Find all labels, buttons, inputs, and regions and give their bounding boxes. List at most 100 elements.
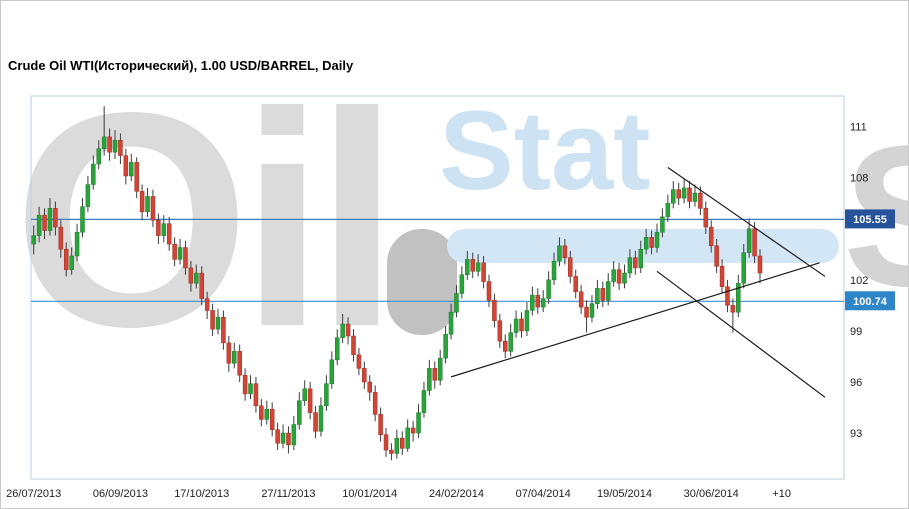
x-axis-label: 30/06/2014 [684,488,739,500]
candle-body [269,408,275,430]
candle-body [226,342,232,364]
candle-body [757,255,763,274]
candle-body [356,354,362,369]
candle-body [687,187,692,202]
candle-body [291,424,297,446]
candle-body [584,306,589,318]
candle-body [719,265,725,287]
candle-body [139,191,145,213]
x-axis-label: 27/11/2013 [261,488,315,500]
candle-body [665,202,671,218]
candle-body [654,231,660,248]
y-axis-label: 102 [850,275,868,287]
candle-body [101,136,107,150]
candle-body [692,192,698,202]
candle-body [118,140,123,156]
candle-body [80,206,85,233]
candle-body [416,412,421,434]
candle-body [746,228,752,253]
candle-body [627,257,633,274]
candle-body [324,383,329,407]
candle-body [340,323,345,338]
candle-body [551,260,557,281]
x-axis-label: +10 [772,488,791,500]
trend-line[interactable] [667,167,826,277]
candle-body [297,400,302,425]
candle-body [96,148,101,165]
candle-body [481,262,486,282]
candle-body [470,259,475,272]
candle-body [486,281,492,301]
candle-body [47,208,53,231]
svg-text:100.74: 100.74 [853,296,888,308]
candle-body [519,318,524,332]
candle-body [524,310,530,332]
candle-body [643,237,649,250]
candle-body [752,228,757,257]
x-axis-label: 17/10/2013 [174,488,229,500]
y-axis-label: 96 [850,377,862,389]
watermark-stat-text: Stat [439,88,651,213]
trend-line[interactable] [450,262,820,378]
candle-body [253,383,259,407]
candle-body [568,257,573,277]
candle-body [513,318,519,333]
candle-body [275,429,280,444]
candle-body [145,196,150,213]
candle-body [530,294,535,311]
candle-body [725,286,730,306]
x-axis-label: 19/05/2014 [597,488,652,500]
candle-body [329,359,335,384]
trend-line[interactable] [656,270,826,398]
candle-body [177,247,183,260]
candle-body [129,162,134,177]
candle-body [660,216,665,233]
candle-body [703,208,709,228]
candle-body [573,276,578,293]
candle-body [194,272,199,284]
candle-body [508,332,513,352]
candle-body [286,432,291,446]
candle-body [578,291,584,308]
candle-body [221,317,226,344]
candle-body [199,272,204,299]
candle-body [378,414,383,435]
candle-body [405,427,410,449]
plot-frame [30,95,845,480]
candle-body [307,388,313,413]
candle-body [232,351,237,364]
candle-body [671,189,676,204]
x-axis-label: 10/01/2014 [342,488,397,500]
candle-body [448,311,454,335]
candle-body [595,288,600,304]
price-badge[interactable]: 105.55 [845,209,895,229]
chart-title: Crude Oil WTI(Исторический), 1.00 USD/BA… [8,58,354,73]
candle-body [437,357,443,381]
candle-body [172,243,177,260]
candle-body [443,334,448,359]
candle-body [389,449,394,454]
candle-body [210,310,215,330]
price-badge[interactable]: 100.74 [845,291,895,311]
candle-body [74,231,80,257]
candle-body [698,192,703,209]
candle-body [351,335,356,355]
candle-body [633,257,638,269]
candle-body [454,293,459,313]
candle-body [681,187,687,199]
candle-body [400,437,405,449]
candle-body [188,267,194,284]
candle-body [611,269,616,282]
candle-body [605,281,611,301]
candle-body [714,245,719,267]
candle-body [362,368,367,383]
candle-body [166,223,172,245]
candle-body [616,269,622,284]
candle-body [492,300,497,321]
candle-body [638,248,643,269]
candle-body [600,288,606,301]
candle-body [432,368,438,381]
candle-body [156,220,161,236]
